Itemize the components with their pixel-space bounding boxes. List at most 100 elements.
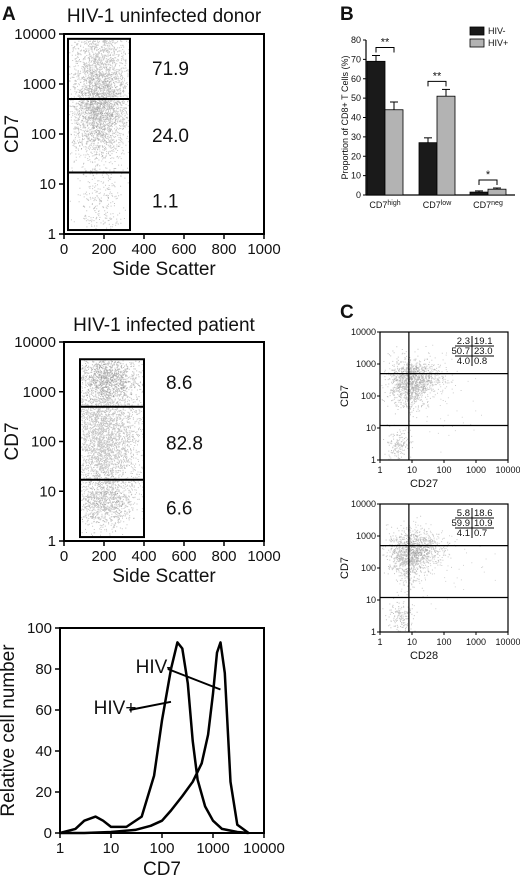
x-tick-label: 400 [131,548,156,565]
y-tick-label: 40 [35,743,52,760]
y-tick-label: 1000 [356,531,376,541]
significance-marker: ** [433,70,442,82]
density-dots [81,360,144,537]
gate-percentage: 82.8 [166,433,203,454]
quadrant-value: 0.7 [474,528,487,539]
gate-percentage: 71.9 [152,59,189,80]
bar [366,60,386,196]
density-dots [81,465,144,536]
bar [436,95,456,196]
x-tick-label: 10000 [495,465,520,475]
x-tick-label: 100 [436,465,451,475]
x-tick-label: 1000 [466,637,486,647]
significance-bracket [478,179,498,186]
y-tick-label: 1000 [23,76,56,93]
significance-marker: ** [381,37,390,49]
legend-label: HIV+ [488,38,508,48]
y-tick-label: 100 [361,391,376,401]
series-label: HIV- [136,657,173,678]
density-dots [381,346,450,419]
panel-label-b: B [340,4,354,25]
y-tick-label: 10000 [351,499,376,509]
y-axis-label: Proportion of CD8+ T Cells (%) [340,56,350,180]
gate-percentage: 8.6 [166,373,192,394]
y-axis-label: CD7 [2,422,23,460]
x-tick-label: 200 [91,548,116,565]
quadrant-value: 18.6 [474,508,493,519]
y-tick-label: 10 [39,483,56,500]
density-dots [382,351,462,409]
chart-title: HIV-1 uninfected donor [67,6,262,27]
y-tick-label: 10 [366,423,376,433]
x-tick-label: 10000 [495,637,520,647]
x-tick-label: 100 [436,637,451,647]
histogram-plot: HIV- HIV+ 1 10 100 1000 10000 0 20 40 60 80 100 CD7 Re… [0,620,285,880]
gate-percentage: 6.6 [166,498,192,519]
y-tick-label: 30 [351,132,361,142]
quadrant-value: 50.7 [452,346,471,357]
x-axis-label: Side Scatter [112,259,216,280]
density-dots [383,413,414,460]
density-dots [81,360,143,408]
x-tick-label: 1000 [196,840,229,857]
y-tick-label: 100 [361,563,376,573]
x-axis-label: CD28 [410,650,438,662]
y-tick-label: 10000 [14,334,56,351]
y-tick-label: 20 [35,784,52,801]
y-tick-label: 1000 [23,384,56,401]
y-tick-label: 60 [351,74,361,84]
quadrant-value: 10.9 [474,518,493,529]
y-tick-label: 60 [35,702,52,719]
legend-swatch [469,38,485,48]
y-tick-label: 80 [35,661,52,678]
bar [418,142,438,196]
y-tick-label: 50 [351,93,361,103]
x-axis-label: Side Scatter [112,566,216,587]
y-tick-label: 100 [27,620,52,637]
x-tick-label: 1000 [247,241,280,258]
y-tick-label: 40 [351,113,361,123]
y-tick-label: 0 [356,190,361,200]
quadrant-value: 23.0 [474,346,493,357]
density-dots [69,39,130,215]
chart-title: HIV-1 infected patient [73,315,255,336]
gate-box [79,358,145,539]
x-tick-label: 10 [407,637,417,647]
x-tick-label: 1000 [466,465,486,475]
y-tick-label: 10 [351,171,361,181]
bar [384,109,404,196]
quadrant-value: 4.1 [457,528,470,539]
legend-label: HIV- [488,26,506,36]
y-tick-label: 70 [351,54,361,64]
density-dots [383,523,458,575]
quadrant-value: 19.1 [474,336,493,347]
x-tick-label: 400 [131,241,156,258]
x-tick-label: CD7high [369,200,400,211]
quadrant-value: 4.0 [457,356,470,367]
panel-label-a: A [2,4,16,25]
gate-percentage: 1.1 [152,191,178,212]
x-tick-label: 1 [377,637,382,647]
significance-marker: * [486,169,491,181]
x-tick-label: 1000 [247,548,280,565]
x-tick-label: 800 [211,548,236,565]
y-axis-label: CD7 [2,115,23,153]
y-tick-label: 1 [371,627,376,637]
bar [487,188,507,196]
y-tick-label: 80 [351,35,361,45]
gate-box [67,37,131,232]
y-tick-label: 1 [48,226,56,243]
quadrant-plot-C-top: 2.3 19.150.7 23.0 4.0 0.8 1 10 100 1000 10000 1 10 1… [339,327,520,490]
x-tick-label: CD7low [423,200,452,211]
x-tick-label: 1 [56,840,64,857]
density-dots [69,147,126,230]
y-tick-label: 10 [366,595,376,605]
x-tick-label: 200 [91,241,116,258]
bar [469,191,489,196]
x-axis-label: CD7 [143,859,181,880]
flow-plot-A-top: HIV-1 uninfected donor 71.9 24.0 1.1 0 200 400… [2,6,281,280]
x-tick-label: 10 [407,465,417,475]
x-tick-label: 100 [149,840,174,857]
density-dots [382,590,418,632]
